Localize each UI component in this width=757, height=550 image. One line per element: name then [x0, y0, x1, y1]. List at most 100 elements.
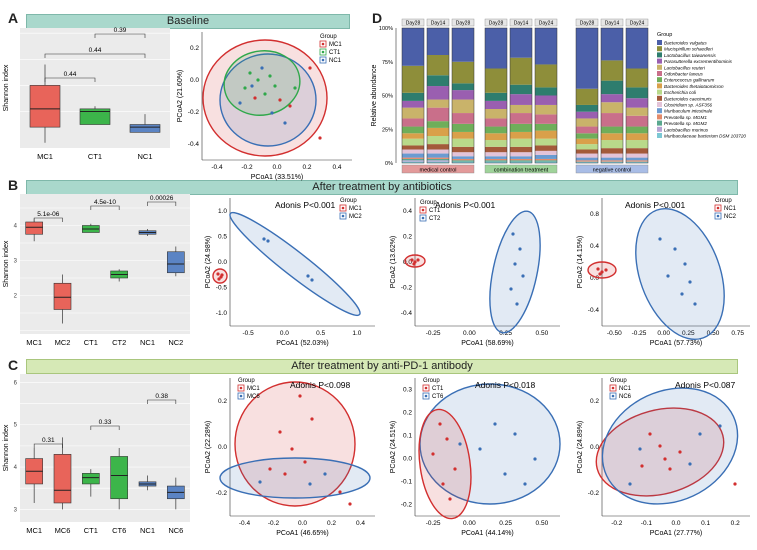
y-tick-label: 4	[14, 224, 18, 230]
sample-point	[441, 482, 445, 486]
sample-point	[310, 417, 314, 421]
legend-label: Lactobacillus murinus	[664, 127, 709, 132]
x-tick-label: 0.00	[463, 520, 476, 527]
y-tick-label: 0.0	[403, 456, 412, 463]
sample-point	[416, 258, 420, 262]
banner-antibiotics: After treatment by antibiotics	[26, 180, 738, 195]
sample-point	[453, 467, 457, 471]
x-tick-label: NC1	[137, 152, 152, 161]
stack-segment	[485, 126, 507, 134]
bar-outline	[575, 27, 599, 164]
sample-point	[666, 274, 670, 278]
x-tick-label: 0.4	[332, 164, 341, 171]
p-value-label: 0.38	[155, 393, 168, 400]
panel-a-boxplot: Shannon index MC1 CT1 NC1 0.44 0.44 0.39	[3, 27, 170, 161]
adonis-label: Adonis P<0.098	[290, 380, 351, 390]
legend-key	[657, 77, 662, 83]
x-tick-label: NC1	[140, 338, 155, 347]
y-tick-label: 0.8	[590, 211, 599, 218]
legend-label: Lactobacillus reuteri	[664, 65, 706, 70]
x-tick-label: NC2	[168, 338, 183, 347]
sample-point	[513, 262, 517, 266]
sample-point	[628, 482, 632, 486]
y-tick-label: 5	[14, 423, 18, 429]
y-tick-label: 0.2	[190, 45, 199, 52]
sample-point	[680, 292, 684, 296]
x-tick-label: NC6	[168, 526, 183, 535]
day-label: Day28	[456, 21, 471, 27]
legend-label: Prevotella sp. MGM1	[664, 115, 707, 120]
sample-point	[308, 482, 312, 486]
panel-c-pcoa-mc: -0.4 -0.2 0.0 0.2 0.4 0.2 0.0 -0.2 PCoA1 (46.65%…	[205, 378, 375, 537]
p-value-label: 0.33	[99, 419, 112, 426]
stack-segment	[452, 156, 474, 159]
stack-segment	[510, 94, 532, 105]
sample-point	[238, 101, 242, 105]
legend-label: MC2	[349, 214, 362, 220]
y-tick-label: -0.2	[401, 502, 413, 509]
x-tick-label: 0.2	[302, 164, 311, 171]
stack-segment	[427, 121, 449, 128]
legend-key	[657, 114, 662, 120]
x-tick-label: -0.2	[611, 520, 623, 527]
y-tick-label: -0.2	[588, 490, 600, 497]
panel-c-boxplot: Shannon index 6 5 4 3 MC1 MC6 CT1 CT6 NC1 NC6 0.31 0…	[3, 374, 190, 535]
stack-segment	[485, 160, 507, 162]
legend-label: Muribaculum intestinale	[664, 109, 713, 114]
sample-point	[273, 84, 277, 88]
stack-segment	[626, 161, 648, 163]
stack-segment	[535, 104, 557, 115]
stack-segment	[510, 160, 532, 162]
y-tick-label: 0.4	[403, 208, 412, 215]
significance-bracket	[33, 443, 63, 448]
y-axis-label: PCoA2 (14.15%)	[577, 236, 584, 289]
legend-label: MC1	[247, 386, 260, 392]
sample-point	[310, 278, 314, 282]
sample-point	[278, 430, 282, 434]
legend-label: CT1	[329, 50, 341, 56]
x-axis-label: PCoA1 (46.65%)	[276, 530, 329, 537]
sample-point	[298, 394, 302, 398]
box-ct6	[110, 456, 128, 500]
banner-baseline: Baseline	[26, 14, 350, 29]
stack-segment	[626, 28, 648, 69]
stack-segment	[510, 113, 532, 124]
sample-point	[217, 277, 221, 281]
x-tick-label: MC1	[26, 526, 42, 535]
stack-segment	[535, 64, 557, 88]
stack-segment	[402, 92, 424, 101]
day-label: Day28	[489, 21, 504, 27]
panel-c-pcoa-nc: -0.2 -0.1 0.0 0.1 0.2 0.2 0.0 -0.2 PCoA1 (27.77%…	[577, 378, 750, 537]
stack-segment	[402, 158, 424, 161]
bar-outline	[625, 27, 649, 164]
day-label-box	[534, 18, 558, 27]
legend-title: Group	[715, 198, 732, 204]
stack-segment	[626, 133, 648, 141]
legend-label: NC1	[724, 206, 737, 212]
legend-dot	[239, 394, 243, 398]
x-tick-label: -0.2	[268, 520, 280, 527]
adonis-label: Adonis P<0.001	[625, 200, 686, 210]
panel-b-pcoa-ct: -0.25 0.00 0.25 0.50 0.4 0.2 0.0 -0.2 -0.4 PCoA1 …	[390, 198, 560, 347]
stack-segment	[452, 158, 474, 161]
stack-segment	[427, 99, 449, 108]
legend-label: MC1	[329, 42, 342, 48]
sample-point	[270, 111, 274, 115]
sample-point	[258, 480, 262, 484]
panel-letter-d: D	[372, 10, 383, 26]
stack-segment	[626, 153, 648, 158]
adonis-label: Adonis P<0.001	[435, 200, 496, 210]
stack-segment	[427, 107, 449, 122]
y-axis-label: PCoA2 (24.51%)	[390, 421, 397, 474]
confidence-ellipse	[489, 210, 541, 334]
stack-segment	[427, 158, 449, 161]
sample-point	[688, 462, 692, 466]
box-nc1	[129, 124, 161, 133]
stack-segment	[626, 68, 648, 88]
stack-segment	[402, 138, 424, 146]
p-value-label: 0.39	[114, 27, 127, 34]
stack-segment	[626, 160, 648, 162]
p-value-label: 5.1e-06	[37, 211, 59, 218]
y-tick-label: -0.4	[401, 310, 413, 317]
legend-title: Group	[657, 32, 672, 38]
